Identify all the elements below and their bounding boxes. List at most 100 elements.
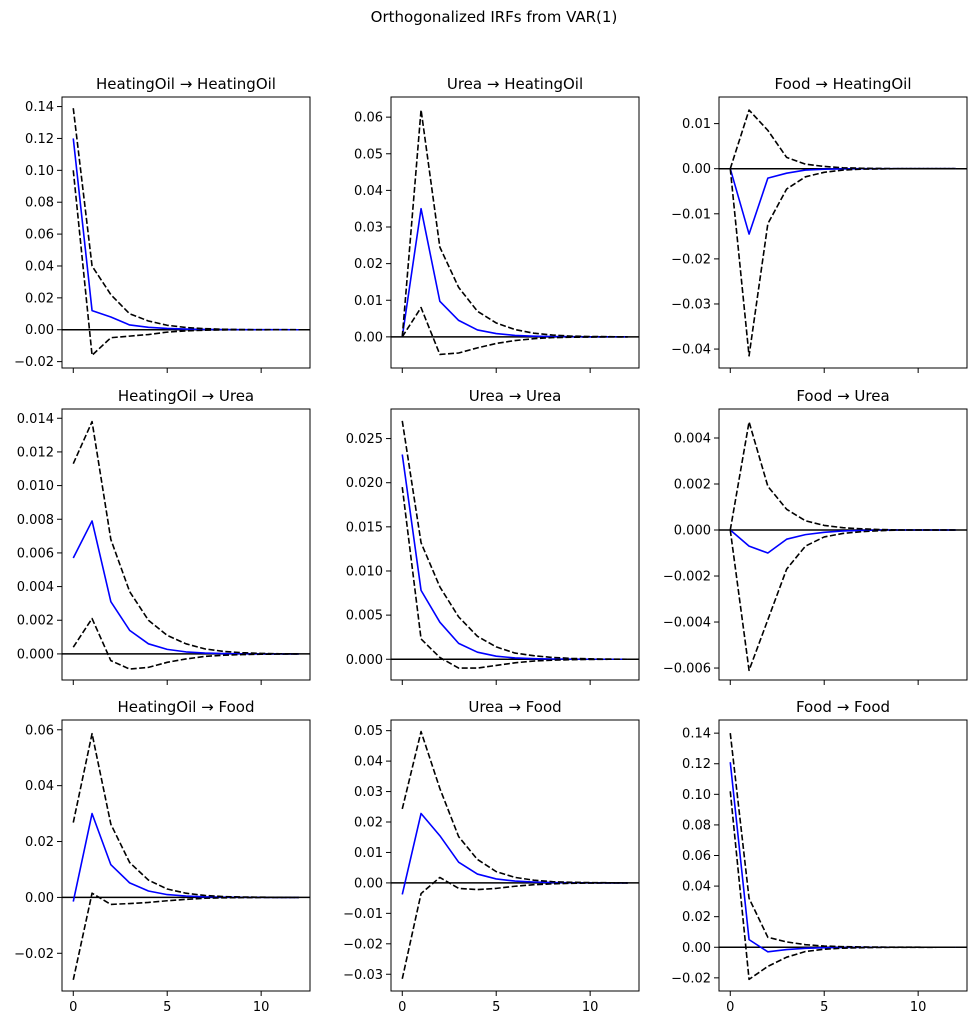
y-tick-label: 0.01	[354, 294, 383, 309]
irf-panel: Urea → Food −0.03 −0.02 −0.01 0.00 0.01 0.02 0.…	[343, 698, 640, 1015]
panel-title: Urea → Urea	[469, 387, 562, 405]
y-tick-label: 0.14	[25, 100, 54, 115]
irf-panel: HeatingOil → Urea 0.000 0.002 0.004 0.006 0.0…	[17, 387, 311, 685]
y-tick-label: 0.00	[25, 891, 54, 906]
y-tick-label: 0.02	[682, 910, 711, 925]
y-tick-label: 0.01	[354, 846, 383, 861]
irf-panel: HeatingOil → HeatingOil −0.02 0.00 0.02 0.04…	[14, 75, 311, 373]
y-tick-label: 0.010	[17, 479, 54, 494]
x-tick-label: 10	[582, 1000, 599, 1015]
y-tick-label: 0.10	[682, 788, 711, 803]
panel-title: Food → Urea	[796, 387, 889, 405]
irf-line	[401, 207, 628, 338]
y-tick-label: 0.05	[354, 147, 383, 162]
irf-panel: Urea → Urea 0.000 0.005 0.010 0.015 0.020 0.02…	[346, 387, 640, 685]
irf-panel: Food → Food −0.02 0.00 0.02 0.04 0.06 0.08 0.10…	[671, 698, 968, 1015]
y-tick-label: −0.006	[663, 662, 711, 677]
y-tick-label: 0.00	[25, 323, 54, 338]
confidence-band-upper	[729, 109, 956, 170]
y-tick-label: −0.04	[671, 343, 711, 358]
x-tick-label: 0	[726, 1000, 734, 1015]
y-tick-label: 0.03	[354, 785, 383, 800]
confidence-band-upper	[729, 733, 956, 949]
x-tick-label: 10	[910, 1000, 927, 1015]
y-tick-label: 0.010	[346, 564, 383, 579]
y-tick-label: 0.04	[25, 259, 54, 274]
irf-line	[729, 167, 956, 235]
irf-panel: Urea → HeatingOil 0.00 0.01 0.02 0.03 0.04 0.0…	[354, 75, 640, 373]
y-tick-label: 0.00	[682, 162, 711, 177]
y-tick-label: 0.06	[25, 228, 54, 243]
x-tick-label: 5	[820, 1000, 828, 1015]
y-tick-label: −0.01	[343, 907, 383, 922]
panel-title: Food → Food	[796, 698, 890, 716]
y-tick-label: 0.012	[17, 445, 54, 460]
confidence-band-upper	[401, 420, 628, 661]
y-tick-label: 0.006	[17, 546, 54, 561]
y-tick-label: 0.015	[346, 520, 383, 535]
x-tick-label: 5	[163, 1000, 171, 1015]
irf-line	[729, 762, 956, 953]
y-tick-label: −0.002	[663, 570, 711, 585]
y-tick-label: 0.14	[682, 727, 711, 742]
y-tick-label: 0.020	[346, 476, 383, 491]
y-tick-label: −0.02	[343, 937, 383, 952]
panels: HeatingOil → HeatingOil −0.02 0.00 0.02 0.04…	[14, 75, 968, 1015]
y-tick-label: 0.004	[674, 431, 711, 446]
y-tick-label: 0.04	[354, 755, 383, 770]
y-tick-label: 0.014	[17, 412, 54, 427]
confidence-band-upper	[72, 732, 299, 899]
y-tick-label: 0.04	[25, 779, 54, 794]
y-tick-label: 0.08	[682, 818, 711, 833]
y-tick-label: −0.03	[671, 297, 711, 312]
x-tick-label: 0	[69, 1000, 77, 1015]
y-tick-label: 0.002	[17, 614, 54, 629]
y-tick-label: −0.01	[671, 207, 711, 222]
y-tick-label: 0.05	[354, 724, 383, 739]
y-tick-label: 0.02	[354, 257, 383, 272]
y-tick-label: −0.02	[14, 947, 54, 962]
y-tick-label: 0.02	[25, 835, 54, 850]
x-tick-label: 0	[398, 1000, 406, 1015]
confidence-band-lower	[72, 617, 299, 670]
y-tick-label: 0.03	[354, 221, 383, 236]
y-tick-label: −0.02	[671, 971, 711, 986]
y-tick-label: 0.005	[346, 609, 383, 624]
y-tick-label: 0.002	[674, 477, 711, 492]
panel-title: Urea → HeatingOil	[447, 75, 583, 93]
y-tick-label: 0.00	[354, 876, 383, 891]
confidence-band-lower	[729, 529, 956, 672]
y-tick-label: −0.02	[671, 252, 711, 267]
irf-line	[401, 454, 628, 661]
y-tick-label: 0.04	[354, 184, 383, 199]
y-tick-label: 0.06	[25, 723, 54, 738]
confidence-band-upper	[72, 108, 299, 331]
y-tick-label: 0.10	[25, 164, 54, 179]
irf-panel: Food → HeatingOil −0.04 −0.03 −0.02 −0.01 0.0…	[671, 75, 968, 373]
y-tick-label: 0.12	[25, 132, 54, 147]
y-tick-label: 0.000	[346, 653, 383, 668]
axes-frame	[61, 408, 311, 681]
confidence-band-upper	[401, 109, 628, 338]
axes-frame	[390, 719, 640, 992]
confidence-band-lower	[72, 892, 299, 980]
axes-frame	[718, 408, 968, 681]
confidence-band-upper	[401, 730, 628, 884]
irf-panel: Food → Urea −0.006 −0.004 −0.002 0.000 0.002 0…	[663, 387, 968, 685]
confidence-band-upper	[729, 421, 956, 531]
irf-line	[72, 520, 299, 655]
confidence-band-lower	[401, 487, 628, 669]
y-tick-label: 0.06	[354, 111, 383, 126]
y-tick-label: 0.00	[354, 330, 383, 345]
y-tick-label: 0.000	[17, 647, 54, 662]
panel-title: Food → HeatingOil	[775, 75, 912, 93]
y-tick-label: 0.000	[674, 524, 711, 539]
panel-title: HeatingOil → Food	[118, 698, 255, 716]
confidence-band-lower	[729, 167, 956, 357]
confidence-band-lower	[72, 170, 299, 357]
axes-frame	[390, 408, 640, 681]
y-tick-label: −0.03	[343, 968, 383, 983]
confidence-band-lower	[401, 876, 628, 979]
y-tick-label: 0.04	[682, 880, 711, 895]
